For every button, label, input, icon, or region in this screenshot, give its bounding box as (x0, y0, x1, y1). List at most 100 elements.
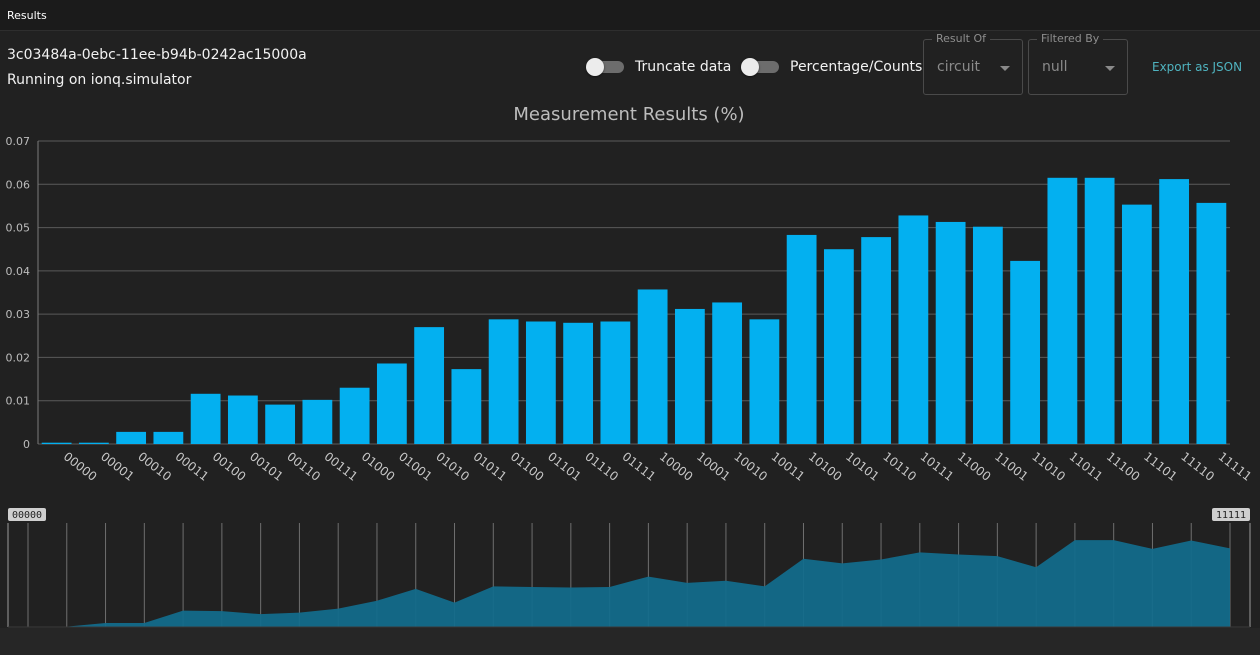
navigator-end-label: 11111 (1216, 510, 1246, 521)
bar[interactable] (488, 319, 519, 444)
results-header-bar: Results (0, 0, 1260, 31)
bar[interactable] (563, 322, 594, 444)
bar[interactable] (637, 289, 668, 444)
result-of-value: circuit (937, 59, 980, 75)
bar[interactable] (823, 249, 854, 444)
x-tick-label: 00001 (98, 449, 137, 484)
filtered-by-legend: Filtered By (1037, 32, 1104, 45)
x-tick-label: 01001 (396, 449, 435, 484)
x-tick-label: 11100 (1104, 449, 1143, 484)
handle-box (8, 508, 46, 521)
bar[interactable] (1159, 179, 1190, 444)
y-tick-label: 0 (23, 438, 30, 451)
x-tick-label: 00010 (135, 449, 174, 484)
chevron-down-icon (1105, 66, 1115, 71)
results-title: Results (7, 9, 47, 22)
x-tick-label: 11101 (1141, 449, 1180, 484)
bar[interactable] (1121, 204, 1152, 444)
handle-box (1212, 508, 1250, 521)
chevron-down-icon (1000, 66, 1010, 71)
export-json-button[interactable]: Export as JSON (1152, 60, 1243, 74)
x-tick-label: 01010 (433, 449, 472, 484)
x-tick-label: 10010 (731, 449, 770, 484)
x-tick-label: 01111 (620, 449, 659, 484)
x-tick-label: 00011 (173, 449, 212, 484)
bottom-strip (0, 628, 1260, 655)
filtered-by-value: null (1042, 59, 1068, 75)
bar[interactable] (376, 363, 407, 444)
bar[interactable] (1047, 177, 1078, 445)
bar[interactable] (749, 319, 780, 444)
bar[interactable] (190, 393, 221, 444)
x-tick-label: 11010 (1029, 449, 1068, 484)
bar[interactable] (786, 234, 817, 444)
bar[interactable] (451, 369, 482, 444)
bar[interactable] (227, 395, 258, 444)
job-id: 3c03484a-0ebc-11ee-b94b-0242ac15000a (7, 47, 307, 63)
x-tick-label: 00000 (61, 449, 100, 484)
y-tick-label: 0.01 (6, 395, 31, 408)
bar[interactable] (78, 442, 109, 444)
x-tick-label: 00111 (322, 449, 361, 484)
y-tick-label: 0.05 (6, 222, 31, 235)
navigator-area (28, 540, 1230, 627)
bar[interactable] (600, 321, 631, 444)
x-tick-label: 11110 (1178, 449, 1217, 484)
x-tick-label: 10000 (657, 449, 696, 484)
result-of-legend: Result Of (932, 32, 991, 45)
bar[interactable] (674, 308, 705, 444)
bar[interactable] (153, 431, 184, 444)
x-tick-label: 11000 (955, 449, 994, 484)
x-tick-label: 10100 (806, 449, 845, 484)
bar[interactable] (302, 399, 333, 444)
bar[interactable] (898, 215, 929, 444)
bar[interactable] (972, 226, 1003, 444)
x-tick-label: 01101 (545, 449, 584, 484)
bar[interactable] (414, 327, 445, 444)
percentage-counts-toggle[interactable] (741, 58, 779, 76)
bar[interactable] (1010, 260, 1041, 444)
x-tick-label: 00100 (210, 449, 249, 484)
y-tick-label: 0.02 (6, 351, 31, 364)
y-tick-label: 0.06 (6, 178, 31, 191)
x-tick-label: 11011 (1067, 449, 1106, 484)
bar[interactable] (339, 387, 370, 444)
navigator-start-handle[interactable]: 00000 (8, 508, 46, 521)
bar[interactable] (1196, 202, 1227, 444)
x-tick-label: 11111 (1216, 449, 1255, 484)
x-tick-label: 01100 (508, 449, 547, 484)
x-tick-label: 10101 (843, 449, 882, 484)
percentage-counts-label: Percentage/Counts (790, 59, 923, 75)
bar[interactable] (525, 321, 556, 444)
bar[interactable] (935, 221, 966, 444)
x-tick-label: 11001 (992, 449, 1031, 484)
x-tick-label: 01110 (582, 449, 621, 484)
result-of-select[interactable]: Result Of circuit (923, 32, 1023, 95)
y-tick-label: 0.04 (6, 265, 31, 278)
filtered-by-select[interactable]: Filtered By null (1028, 32, 1128, 95)
y-tick-label: 0.03 (6, 308, 31, 321)
navigator-start-label: 00000 (12, 510, 42, 521)
bar[interactable] (861, 237, 892, 444)
toggle-knob (741, 58, 759, 76)
toggle-knob (586, 58, 604, 76)
bar[interactable] (712, 302, 743, 444)
bar[interactable] (1084, 177, 1115, 445)
x-tick-label: 01011 (471, 449, 510, 484)
y-tick-label: 0.07 (6, 135, 31, 148)
truncate-label: Truncate data (635, 59, 732, 75)
x-tick-label: 10011 (769, 449, 808, 484)
x-tick-label: 10111 (918, 449, 957, 484)
x-tick-label: 10110 (880, 449, 919, 484)
bar[interactable] (265, 404, 296, 444)
job-status: Running on ionq.simulator (7, 72, 192, 88)
x-tick-label: 01000 (359, 449, 398, 484)
navigator-end-handle[interactable]: 11111 (1212, 508, 1250, 521)
bar[interactable] (41, 442, 72, 444)
bar[interactable] (116, 431, 147, 444)
truncate-toggle[interactable] (586, 58, 624, 76)
chart-title: Measurement Results (%) (513, 104, 744, 125)
x-tick-label: 10001 (694, 449, 733, 484)
x-tick-label: 00101 (247, 449, 286, 484)
